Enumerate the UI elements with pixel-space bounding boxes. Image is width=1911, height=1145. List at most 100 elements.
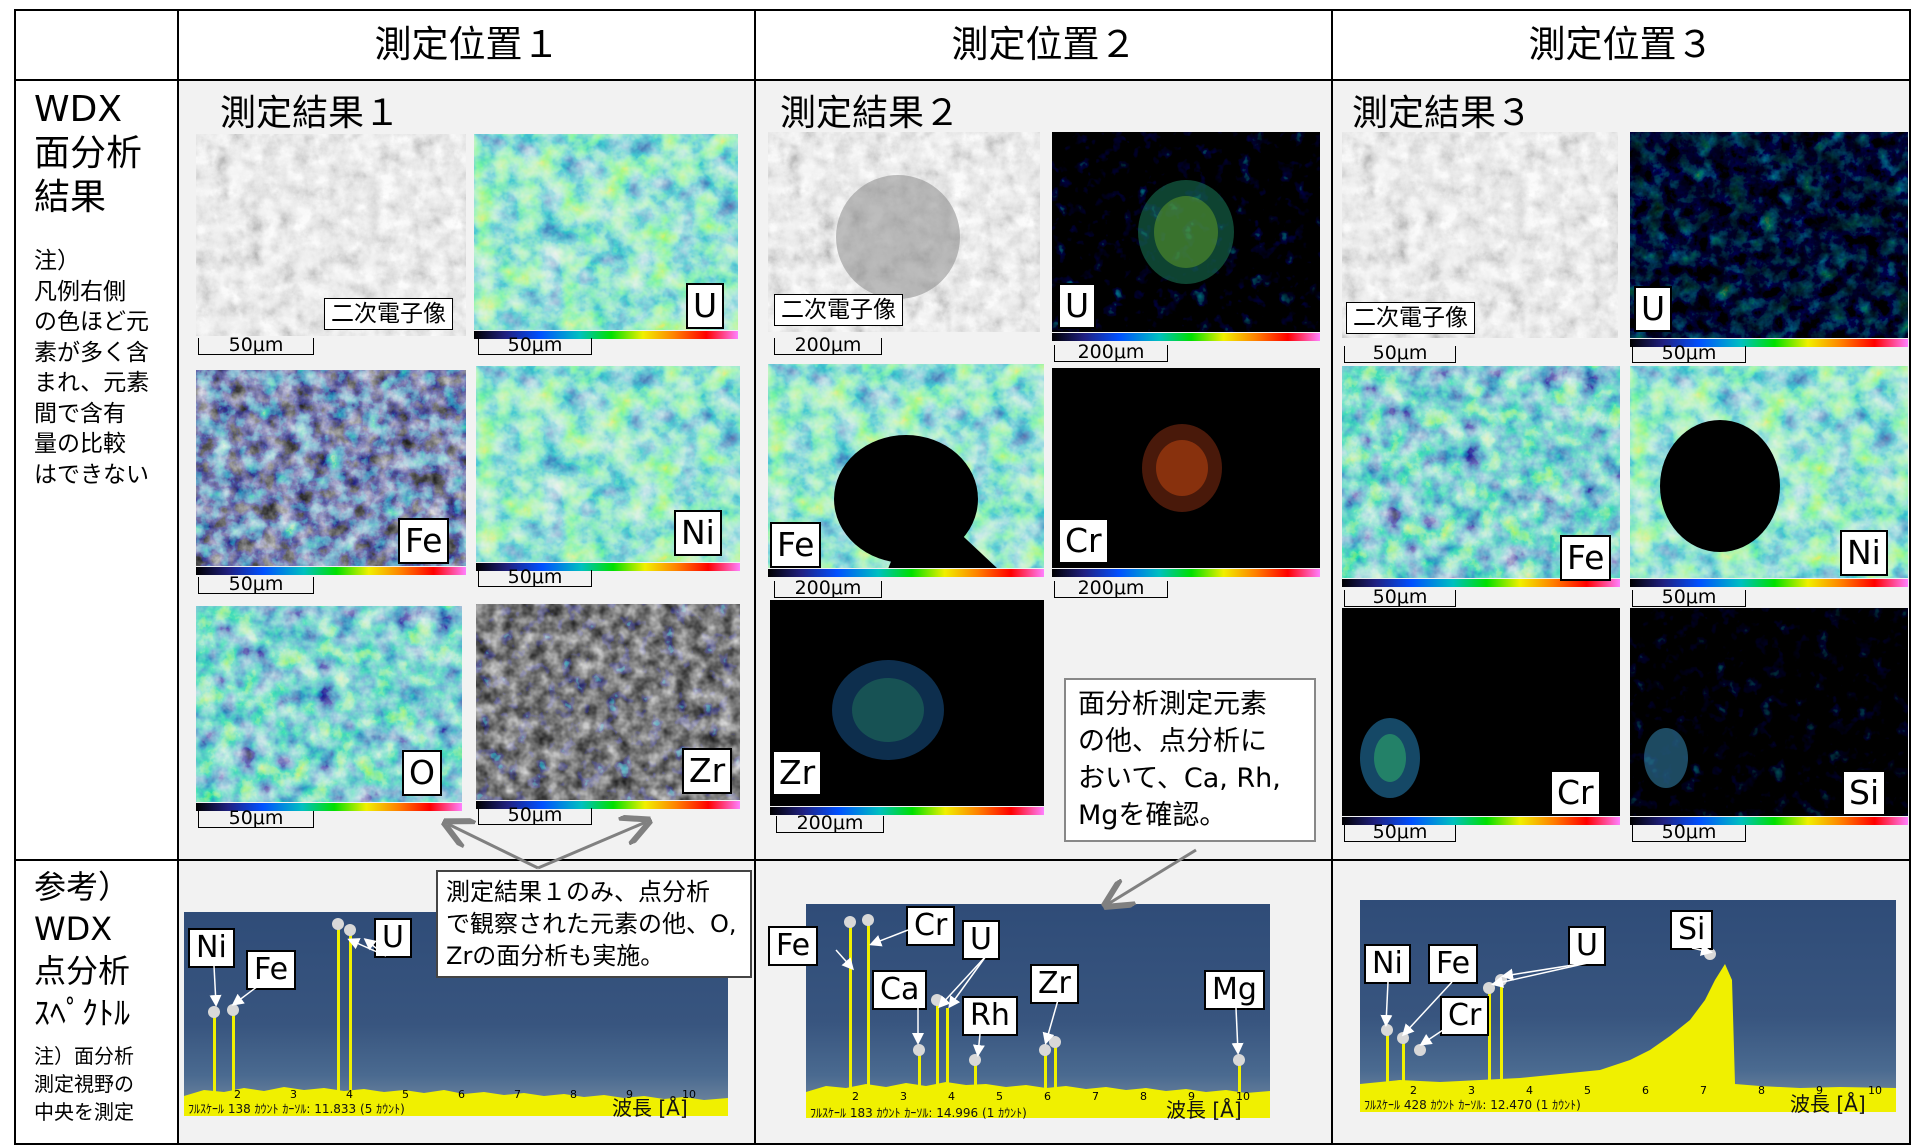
column-header-position-1: 測定位置１ (374, 23, 560, 66)
note-extra-mapping: 測定結果１のみ、点分析 で観察された元素の他、O, Zrの面分析も実施。 (436, 870, 752, 978)
tick-label: 8 (1140, 1090, 1147, 1103)
row-label-mapping-line: 結果 (34, 177, 107, 218)
color-legend (768, 569, 1044, 577)
peak-label-fe: Fe (1428, 944, 1479, 984)
tick-label: 3 (290, 1088, 297, 1101)
peak-label-ni: Ni (188, 928, 235, 968)
secondary-electron-label: 二次電子像 (1346, 302, 1475, 334)
element-label-ni: Ni (674, 510, 722, 556)
spectrum-axis-label: 波長 [Å] (612, 1096, 688, 1120)
row-label-spectrum: 参考） WDX 点分析 ｽﾍﾟｸﾄﾙ (34, 866, 130, 1034)
peak-label-u: U (1568, 926, 1606, 966)
result-title-1: 測定結果１ (220, 93, 401, 134)
note-line: Zrの面分析も実施。 (446, 942, 665, 970)
color-legend (1342, 579, 1620, 587)
color-legend (1342, 817, 1620, 825)
peak-label-si: Si (1670, 910, 1714, 950)
tick-label: 7 (514, 1088, 521, 1101)
note-line: 素が多く含 (34, 339, 149, 366)
color-legend (196, 567, 466, 575)
peak-label-fe: Fe (768, 926, 819, 966)
element-label-si: Si (1842, 770, 1887, 816)
scale-bar: 200μm (774, 336, 882, 355)
color-legend (770, 807, 1044, 815)
result-title-2: 測定結果２ (780, 93, 961, 134)
scale-bar: 50μm (198, 336, 314, 355)
color-legend (474, 331, 738, 339)
spectrum-plot (806, 914, 1270, 1118)
peak-label-u: U (962, 920, 1000, 960)
tick-label: 4 (948, 1090, 955, 1103)
note-line: 測定視野の (34, 1072, 134, 1096)
element-label-ni: Ni (1840, 530, 1888, 576)
note-line: の他、点分析に (1078, 726, 1267, 757)
element-label-zr: Zr (772, 750, 823, 796)
scale-bar: 200μm (1054, 343, 1168, 362)
tick-label: 6 (1044, 1090, 1051, 1103)
scale-bar: 50μm (1632, 588, 1746, 607)
tick-label: 5 (996, 1090, 1003, 1103)
scale-bar: 50μm (198, 809, 314, 828)
secondary-electron-label: 二次電子像 (324, 298, 453, 330)
tick-label: 5 (1584, 1084, 1591, 1097)
tick-label: 2 (234, 1088, 241, 1101)
spectrum-footer-row: ﾌﾙｽｹｰﾙ 428 ｶｳﾝﾄ ｶｰｿﾙ: 12.470 (1 ｶｳﾝﾄ) 波長… (1360, 1092, 1896, 1116)
row-label-mapping-line: WDX (34, 89, 122, 130)
secondary-electron-label: 二次電子像 (774, 294, 903, 326)
spectrum-axis-ticks: 2 3 4 5 6 7 8 9 10 (184, 1088, 728, 1102)
peak-label-fe: Fe (246, 950, 297, 990)
peak-label-ca: Ca (872, 970, 928, 1010)
color-legend (476, 563, 740, 571)
scale-bar: 50μm (1344, 588, 1456, 607)
spectrum-footer-row: ﾌﾙｽｹｰﾙ 138 ｶｳﾝﾄ ｶｰｿﾙ: 11.833 (5 ｶｳﾝﾄ) 波長… (184, 1096, 728, 1120)
spectrum-axis-ticks: 2 3 4 5 6 7 8 9 10 (1360, 1084, 1896, 1098)
element-label-cr: Cr (1058, 518, 1109, 564)
tick-label: 9 (626, 1088, 633, 1101)
peak-label-mg: Mg (1204, 970, 1265, 1010)
element-label-cr: Cr (1550, 770, 1601, 816)
peak-label-rh: Rh (962, 996, 1018, 1036)
tick-label: 10 (1868, 1084, 1882, 1097)
scale-bar: 50μm (478, 336, 592, 355)
note-line: 中央を測定 (34, 1100, 134, 1124)
element-map (1052, 368, 1320, 568)
spectrum-plot (184, 918, 728, 1116)
element-label-fe: Fe (770, 522, 822, 568)
note-line: 面分析測定元素 (1078, 689, 1267, 720)
note-line: はできない (34, 461, 149, 488)
element-label-fe: Fe (1560, 535, 1612, 581)
note-line: おいて、Ca, Rh, (1078, 763, 1281, 794)
element-map (1052, 132, 1320, 332)
color-legend (1630, 339, 1908, 347)
scale-bar: 50μm (1632, 344, 1746, 363)
element-label-u: U (686, 283, 725, 329)
element-map (770, 600, 1044, 806)
scale-bar: 50μm (1344, 344, 1456, 363)
color-legend (1630, 817, 1908, 825)
tick-label: 9 (1188, 1090, 1195, 1103)
row-label-spectrum-line: WDX (34, 910, 113, 948)
element-map (768, 364, 1044, 568)
spectrum-axis-ticks: 2 3 4 5 6 7 8 9 10 (806, 1090, 1270, 1104)
note-line: 量の比較 (34, 431, 126, 457)
color-legend (1052, 569, 1320, 577)
tick-label: 3 (900, 1090, 907, 1103)
peak-label-u: U (374, 918, 412, 958)
tick-label: 10 (1236, 1090, 1250, 1103)
note-line: Mgを確認。 (1078, 800, 1227, 831)
result-title-3: 測定結果３ (1352, 93, 1533, 134)
tick-label: 2 (1410, 1084, 1417, 1097)
peak-label-cr: Cr (1440, 996, 1490, 1036)
note-line: で観察された元素の他、O, (446, 910, 737, 938)
scale-bar: 50μm (1344, 823, 1456, 842)
element-label-u: U (1634, 286, 1673, 332)
scale-bar: 200μm (774, 579, 882, 598)
peak-label-ni: Ni (1364, 944, 1411, 984)
tick-label: 3 (1468, 1084, 1475, 1097)
tick-label: 4 (346, 1088, 353, 1101)
row-label-spectrum-note: 注）面分析 測定視野の 中央を測定 (34, 1042, 134, 1126)
secondary-electron-image (768, 132, 1040, 332)
spectrum-axis-label: 波長 [Å] (1166, 1098, 1242, 1122)
scale-bar: 200μm (776, 814, 884, 833)
note-line: 測定結果１のみ、点分析 (446, 878, 710, 906)
